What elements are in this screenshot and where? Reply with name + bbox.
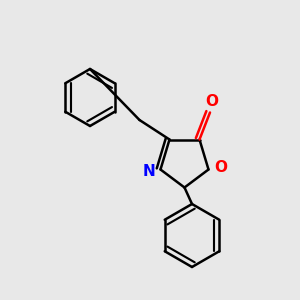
- Text: O: O: [205, 94, 218, 110]
- Text: O: O: [214, 160, 227, 175]
- Text: N: N: [143, 164, 155, 178]
